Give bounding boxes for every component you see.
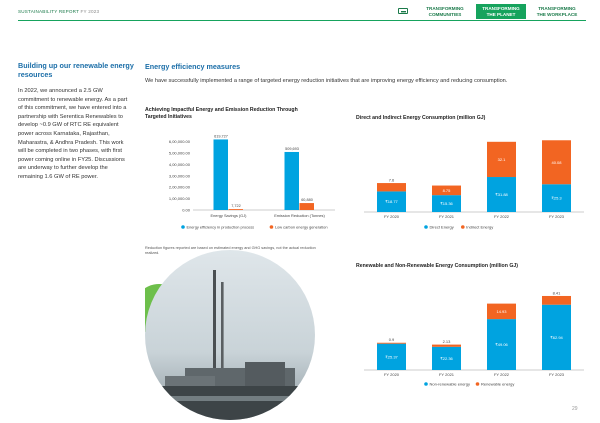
bar-segment-primary	[432, 346, 461, 370]
data-label: ₹25.37	[385, 354, 398, 359]
category-label: Energy Savings (GJ)	[211, 213, 248, 218]
data-label: ₹25.3	[551, 196, 562, 201]
y-tick-label: 6,00,000.00	[169, 139, 191, 144]
data-label: ₹22.36	[440, 356, 453, 361]
chimney-left	[213, 270, 216, 380]
page-number: 29	[572, 406, 578, 412]
chart3-title: Renewable and Non-Renewable Energy Consu…	[356, 263, 518, 269]
menu-icon[interactable]	[398, 8, 408, 14]
bar-segment-primary	[432, 195, 461, 212]
y-tick-label: 4,00,000.00	[169, 162, 191, 167]
data-label: 8.75	[443, 188, 452, 193]
legend-swatch	[424, 382, 428, 386]
chart-direct-indirect-energy: ₹18.77 7.6 FY 2020 ₹15.36 8.75 FY 2021 ₹31.88 3…	[364, 140, 584, 229]
bar-segment-primary	[487, 319, 516, 370]
report-name: SUSTAINABILITY REPORT	[18, 9, 80, 14]
y-tick-label: 5,00,000.00	[169, 151, 191, 156]
legend-label: Direct Energy	[430, 224, 454, 229]
reduction-footnote: Reduction figures reported are based on …	[145, 246, 316, 255]
bar-low-carbon	[299, 203, 314, 210]
tab-line-1: TRANSFORMING	[426, 6, 464, 11]
data-label: 32.1	[498, 157, 507, 162]
category-label: FY 2023	[549, 214, 565, 219]
bar-segment-primary	[487, 177, 516, 212]
section-title-renewable: Building up our renewable energy resourc…	[18, 61, 134, 79]
tab-transforming-the-planet[interactable]: TRANSFORMING THE PLANET	[476, 4, 526, 19]
data-label: ₹15.36	[440, 201, 453, 206]
data-label: 40.08	[551, 160, 562, 165]
bar-segment-secondary	[377, 183, 406, 192]
data-label: ₹31.88	[495, 192, 508, 197]
bar-segment-primary	[542, 304, 571, 370]
legend-swatch	[475, 382, 480, 386]
data-label: 7.6	[389, 178, 395, 183]
category-label: FY 2022	[494, 372, 510, 377]
tab-transforming-communities[interactable]: TRANSFORMING COMMUNITIES	[415, 4, 475, 19]
section-title-efficiency: Energy efficiency measures	[145, 62, 241, 71]
category-label: FY 2020	[384, 214, 400, 219]
data-label: 2.13	[443, 339, 452, 344]
section-body-efficiency: We have successfully implemented a range…	[145, 78, 508, 84]
data-label: 619,727	[214, 134, 228, 138]
data-label: 14.93	[496, 309, 507, 314]
data-label: 60,880	[301, 198, 313, 202]
tab-transforming-the-workplace[interactable]: TRANSFORMING THE WORKPLACE	[527, 4, 587, 19]
data-label: 8.41	[553, 290, 562, 295]
data-label: ₹62.94	[550, 335, 563, 340]
bar-segment-primary	[542, 184, 571, 212]
bar-segment-secondary	[487, 303, 516, 320]
tab-line-2: COMMUNITIES	[428, 11, 462, 17]
category-label: FY 2020	[384, 372, 400, 377]
category-label: FY 2022	[494, 214, 510, 219]
y-tick-label: 2,00,000.00	[169, 185, 191, 190]
category-label: FY 2021	[439, 214, 455, 219]
data-label: ₹49.06	[495, 342, 508, 347]
tab-line-2: THE WORKPLACE	[536, 11, 578, 17]
data-label: 7,722	[231, 204, 241, 208]
report-year: FY 2023	[80, 9, 100, 14]
bar-segment-secondary	[432, 344, 461, 347]
legend-swatch	[424, 225, 428, 229]
data-label: 0.9	[389, 337, 395, 342]
legend-label: Energy efficiency in production process	[187, 224, 255, 229]
data-label: 509,693	[285, 147, 299, 151]
category-label: FY 2023	[549, 372, 565, 377]
legend-label: Low carbon energy generation	[275, 224, 328, 229]
chimney-right	[221, 282, 224, 380]
industrial-plant-photo	[145, 250, 315, 420]
chart1-title: Achieving Impactful Energy and Emission …	[145, 107, 298, 120]
category-label: Emission Reduction (Tonnes)	[274, 213, 325, 218]
bar-segment-secondary	[542, 295, 571, 305]
category-label: FY 2021	[439, 372, 455, 377]
section-body-renewable: In 2022, we announced a 2.5 GW commitmen…	[18, 88, 128, 180]
bar-segment-secondary	[377, 342, 406, 344]
tab-line-1: TRANSFORMING	[538, 6, 576, 11]
y-tick-label: 1,00,000.00	[169, 196, 191, 201]
legend-swatch	[269, 225, 274, 229]
bar-low-carbon	[228, 209, 243, 210]
tab-line-2: THE PLANET	[486, 11, 516, 17]
report-header: SUSTAINABILITY REPORT FY 2023	[18, 9, 99, 14]
chart2-title: Direct and Indirect Energy Consumption (…	[356, 115, 486, 121]
legend-label: Renewable energy	[481, 381, 514, 386]
bar-efficiency	[213, 139, 228, 210]
legend-label: Non-renewable energy	[430, 381, 470, 386]
chart-renewable-nonrenewable-energy: ₹25.37 0.9 FY 2020 ₹22.36 2.13 FY 2021 ₹49.06 1…	[364, 290, 584, 386]
tab-line-1: TRANSFORMING	[482, 6, 520, 11]
y-tick-label: 0.00	[182, 208, 191, 213]
data-label: ₹18.77	[385, 199, 398, 204]
legend-label: Indirect Energy	[466, 224, 493, 229]
bar-segment-secondary	[542, 140, 571, 185]
bar-segment-secondary	[432, 185, 461, 196]
bar-segment-primary	[377, 343, 406, 370]
bar-segment-secondary	[487, 141, 516, 178]
y-tick-label: 3,00,000.00	[169, 173, 191, 178]
bar-efficiency	[284, 151, 299, 210]
header-divider	[18, 20, 586, 21]
chart-energy-emission-reduction: 0.00 1,00,000.00 2,00,000.00 3,00,000.00 4,0…	[169, 134, 335, 229]
bar-segment-primary	[377, 191, 406, 212]
legend-swatch	[461, 225, 465, 229]
legend-swatch	[181, 225, 185, 229]
